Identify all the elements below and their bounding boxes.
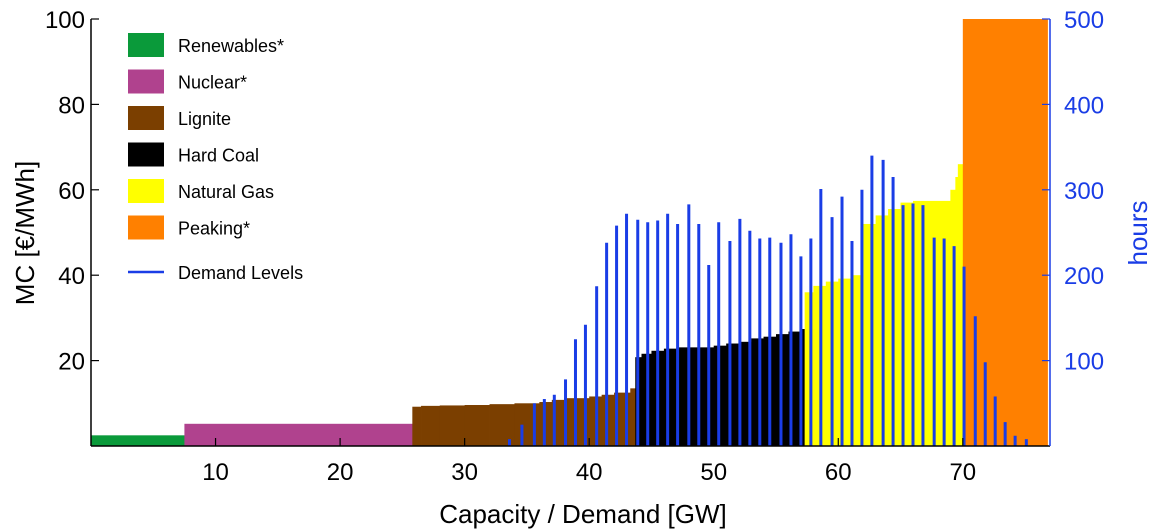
legend-item-hard-coal: Hard Coal (128, 142, 259, 167)
supply-bar (726, 343, 740, 446)
x-tick-label: 30 (451, 459, 478, 486)
legend-swatch (128, 69, 164, 94)
legend-item-natural-gas: Natural Gas (128, 179, 274, 203)
x-axis-title: Capacity / Demand [GW] (439, 499, 727, 529)
legend-item-demand-levels: Demand Levels (128, 263, 303, 283)
supply-peaking (962, 19, 1048, 446)
supply-bar (863, 223, 877, 446)
y-right-tick-label: 200 (1064, 263, 1104, 290)
supply-bar (421, 405, 441, 446)
supply-bar (957, 164, 964, 446)
supply-bar (630, 388, 636, 446)
y-right-tick-label: 100 (1064, 349, 1104, 376)
supply-lignite (412, 388, 636, 446)
legend: Renewables* Nuclear* Lignite Hard Coal Natur… (128, 33, 303, 283)
supply-bar (838, 278, 852, 446)
supply-bar (489, 404, 515, 446)
legend-swatch (128, 106, 164, 130)
x-tick-label: 10 (202, 459, 229, 486)
y-right-tick-label: 500 (1064, 7, 1104, 34)
x-tick-label: 40 (576, 459, 603, 486)
supply-bar (738, 341, 752, 446)
y-left-tick-label: 40 (58, 263, 85, 290)
legend-item-nuclear: Nuclear* (128, 69, 247, 94)
supply-bar (184, 423, 413, 446)
legend-label: Demand Levels (178, 263, 303, 283)
x-tick-label: 60 (825, 459, 852, 486)
supply-bar (514, 403, 540, 446)
x-tick-label: 70 (949, 459, 976, 486)
legend-label: Natural Gas (178, 182, 274, 202)
supply-bar (962, 19, 1048, 446)
supply-nuclear (184, 423, 413, 446)
supply-bar (412, 406, 422, 446)
legend-swatch (128, 215, 164, 240)
y-right-tick-label: 300 (1064, 178, 1104, 205)
legend-item-lignite: Lignite (128, 106, 231, 130)
legend-swatch (128, 179, 164, 203)
supply-bar (804, 292, 814, 446)
supply-bar (800, 329, 806, 446)
y-left-tick-label: 60 (58, 178, 85, 205)
legend-label: Nuclear* (178, 73, 247, 93)
legend-label: Renewables* (178, 36, 284, 56)
supply-bar (464, 405, 490, 446)
legend-label: Lignite (178, 109, 231, 129)
legend-swatch (128, 142, 164, 167)
y-left-tick-label: 100 (45, 7, 85, 34)
y-axis-left-title: MC [€/MWh] (10, 161, 40, 305)
legend-item-renewables: Renewables* (128, 33, 284, 57)
supply-renewables (91, 435, 185, 446)
y-right-tick-label: 400 (1064, 92, 1104, 119)
supply-bar (955, 176, 959, 447)
supply-curve (91, 19, 1048, 447)
supply-bar (663, 348, 677, 446)
x-tick-label: 20 (327, 459, 354, 486)
supply-bar (751, 338, 764, 446)
y-left-tick-label: 20 (58, 349, 85, 376)
supply-bar (850, 275, 864, 446)
y-axis-right-title: hours (1123, 200, 1153, 265)
legend-label: Hard Coal (178, 146, 259, 166)
legend-swatch (128, 33, 164, 57)
y-left-tick-label: 80 (58, 92, 85, 119)
supply-bar (91, 435, 185, 446)
legend-label: Peaking* (178, 219, 250, 239)
x-tick-label: 50 (700, 459, 727, 486)
legend-item-peaking: Peaking* (128, 215, 250, 240)
supply-bar (439, 405, 466, 446)
axes: 10 20 30 40 50 60 70 20 40 60 80 100 100 200 300 400 500 (45, 7, 1104, 486)
demand-levels-series (507, 155, 1028, 446)
